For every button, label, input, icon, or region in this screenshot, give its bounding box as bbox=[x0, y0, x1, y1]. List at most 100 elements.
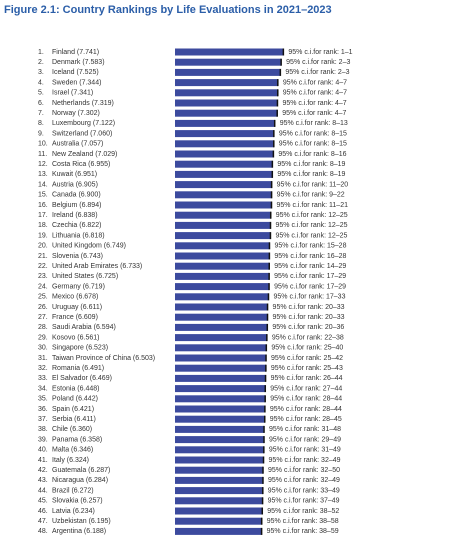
ci-label: 95% c.i.for rank: 9–22 bbox=[277, 192, 345, 199]
ci-label: 95% c.i.for rank: 12–25 bbox=[276, 212, 348, 219]
bar bbox=[175, 109, 278, 117]
bar bbox=[175, 446, 264, 454]
ci-label: 95% c.i.for rank: 14–29 bbox=[274, 263, 346, 270]
bar bbox=[175, 405, 265, 413]
rank-label: 13. bbox=[38, 171, 48, 178]
rank-label: 25. bbox=[38, 294, 48, 301]
category-label: Estonia (6.448) bbox=[52, 385, 99, 392]
category-label: Guatemala (6.287) bbox=[52, 467, 110, 474]
rank-label: 35. bbox=[38, 396, 48, 403]
ci-label: 95% c.i.for rank: 25–42 bbox=[271, 355, 343, 362]
ci-label: 95% c.i.for rank: 17–29 bbox=[274, 283, 346, 290]
bar bbox=[175, 58, 282, 66]
ci-label: 95% c.i.for rank: 26–44 bbox=[271, 375, 343, 382]
category-label: Uruguay (6.611) bbox=[52, 304, 102, 311]
ci-label: 95% c.i.for rank: 25–43 bbox=[271, 365, 343, 372]
category-label: Netherlands (7.319) bbox=[52, 100, 114, 107]
rank-label: 36. bbox=[38, 406, 48, 413]
category-label: Denmark (7.583) bbox=[52, 59, 105, 66]
ci-label: 95% c.i.for rank: 4–7 bbox=[282, 100, 346, 107]
rank-label: 30. bbox=[38, 345, 48, 352]
ci-label: 95% c.i.for rank: 12–25 bbox=[275, 232, 347, 239]
rank-label: 44. bbox=[38, 487, 48, 494]
ci-label: 95% c.i.for rank: 16–28 bbox=[274, 253, 346, 260]
category-label: Slovenia (6.743) bbox=[52, 253, 103, 260]
bar bbox=[175, 119, 275, 127]
ci-label: 95% c.i.for rank: 31–48 bbox=[269, 426, 341, 433]
rank-label: 28. bbox=[38, 324, 48, 331]
ci-label: 95% c.i.for rank: 20–33 bbox=[273, 314, 345, 321]
rank-label: 1. bbox=[38, 49, 44, 56]
bar bbox=[175, 293, 269, 301]
category-label: Serbia (6.411) bbox=[52, 416, 96, 423]
ci-label: 95% c.i.for rank: 32–49 bbox=[268, 477, 340, 484]
category-label: United Kingdom (6.749) bbox=[52, 243, 126, 250]
rank-label: 21. bbox=[38, 253, 48, 260]
ci-label: 95% c.i.for rank: 32–49 bbox=[269, 457, 341, 464]
ci-label: 95% c.i.for rank: 22–38 bbox=[272, 334, 344, 341]
bar bbox=[175, 211, 271, 219]
bar bbox=[175, 344, 267, 352]
category-label: Nicaragua (6.284) bbox=[52, 477, 108, 484]
category-label: Austria (6.905) bbox=[52, 181, 98, 188]
ci-label: 95% c.i.for rank: 4–7 bbox=[282, 110, 346, 117]
rank-label: 19. bbox=[38, 232, 48, 239]
category-label: Czechia (6.822) bbox=[52, 222, 101, 229]
category-label: United Arab Emirates (6.733) bbox=[52, 263, 142, 270]
bar bbox=[175, 99, 278, 107]
rank-label: 39. bbox=[38, 436, 48, 443]
rank-label: 43. bbox=[38, 477, 48, 484]
ci-label: 95% c.i.for rank: 17–33 bbox=[273, 294, 345, 301]
rank-label: 27. bbox=[38, 314, 48, 321]
rank-label: 2. bbox=[38, 59, 44, 66]
category-label: Panama (6.358) bbox=[52, 436, 102, 443]
bar bbox=[175, 497, 263, 505]
bar bbox=[175, 476, 263, 484]
bar bbox=[175, 170, 273, 178]
category-label: Norway (7.302) bbox=[52, 110, 100, 117]
ci-label: 95% c.i.for rank: 8–19 bbox=[277, 171, 345, 178]
ci-label: 95% c.i.for rank: 25–40 bbox=[271, 345, 343, 352]
ci-label: 95% c.i.for rank: 20–36 bbox=[272, 324, 344, 331]
bar bbox=[175, 466, 264, 474]
bar bbox=[175, 48, 284, 56]
category-label: Luxembourg (7.122) bbox=[52, 120, 115, 127]
bar bbox=[175, 313, 268, 321]
ci-label: 95% c.i.for rank: 8–15 bbox=[279, 130, 347, 137]
rank-label: 14. bbox=[38, 181, 48, 188]
ci-label: 95% c.i.for rank: 37–49 bbox=[268, 498, 340, 505]
rank-label: 22. bbox=[38, 263, 48, 270]
category-label: Singapore (6.523) bbox=[52, 345, 108, 352]
bar bbox=[175, 303, 268, 311]
rank-label: 8. bbox=[38, 120, 44, 127]
category-label: Malta (6.346) bbox=[52, 447, 93, 454]
category-label: New Zealand (7.029) bbox=[52, 151, 117, 158]
rank-label: 6. bbox=[38, 100, 44, 107]
rank-label: 12. bbox=[38, 161, 48, 168]
category-label: Belgium (6.894) bbox=[52, 202, 101, 209]
rank-label: 20. bbox=[38, 243, 48, 250]
bar bbox=[175, 395, 266, 403]
category-label: Kosovo (6.561) bbox=[52, 334, 99, 341]
rank-label: 41. bbox=[38, 457, 48, 464]
bar bbox=[175, 221, 271, 229]
rank-label: 24. bbox=[38, 283, 48, 290]
rank-label: 42. bbox=[38, 467, 48, 474]
ci-label: 95% c.i.for rank: 15–28 bbox=[274, 243, 346, 250]
rank-label: 26. bbox=[38, 304, 48, 311]
rank-label: 15. bbox=[38, 192, 48, 199]
rank-label: 45. bbox=[38, 498, 48, 505]
rank-label: 18. bbox=[38, 222, 48, 229]
bar bbox=[175, 334, 267, 342]
rank-label: 17. bbox=[38, 212, 48, 219]
category-label: Kuwait (6.951) bbox=[52, 171, 97, 178]
rank-label: 47. bbox=[38, 518, 48, 525]
ci-label: 95% c.i.for rank: 31–49 bbox=[269, 447, 341, 454]
rank-label: 34. bbox=[38, 385, 48, 392]
ci-label: 95% c.i.for rank: 8–15 bbox=[279, 141, 347, 148]
rank-label: 31. bbox=[38, 355, 48, 362]
ci-label: 95% c.i.for rank: 28–44 bbox=[270, 396, 342, 403]
ci-label: 95% c.i.for rank: 8–16 bbox=[278, 151, 346, 158]
category-label: Poland (6.442) bbox=[52, 396, 98, 403]
